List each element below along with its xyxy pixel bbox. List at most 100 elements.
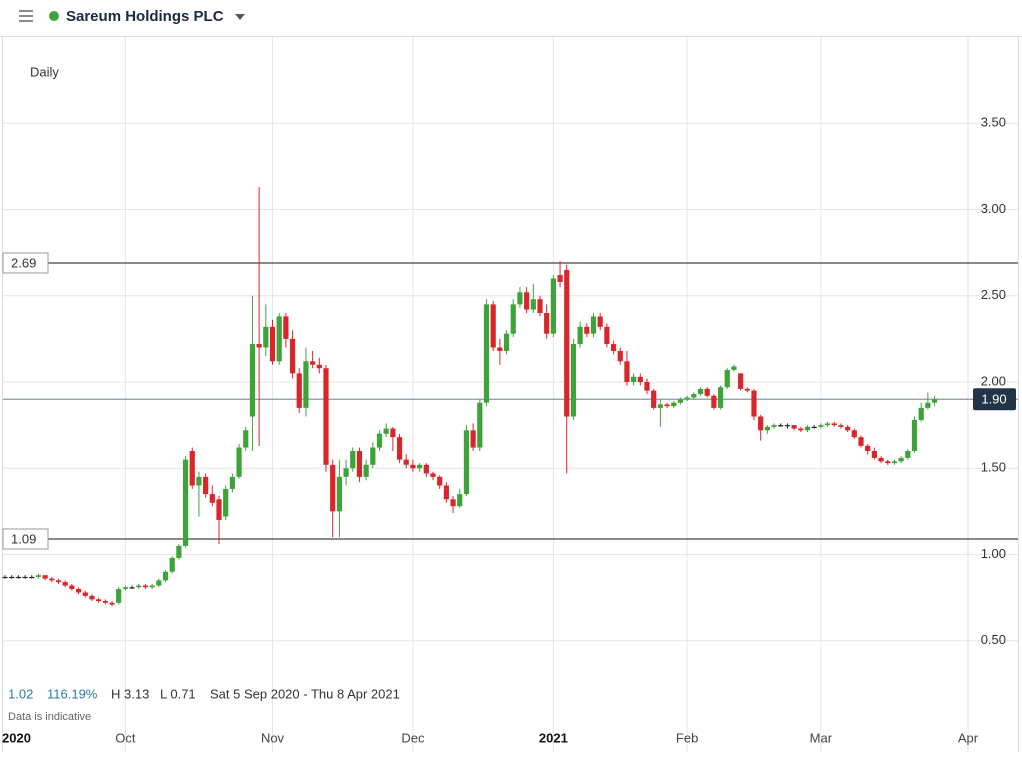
candle-body — [524, 292, 530, 310]
level-label: 1.09 — [11, 531, 36, 546]
candle-body — [376, 433, 383, 448]
instrument-title[interactable]: Sareum Holdings PLC — [66, 8, 224, 25]
candle-body — [657, 404, 663, 408]
candle-body — [831, 423, 837, 426]
x-tick-label: Nov — [261, 730, 285, 745]
candle-body — [738, 373, 744, 389]
candle-body — [878, 457, 884, 462]
candle-body — [570, 344, 577, 417]
change-pct: 116.19% — [47, 686, 98, 701]
candle-body — [584, 326, 590, 334]
x-tick-label: Dec — [401, 730, 425, 745]
candle-body — [644, 382, 650, 391]
candle-body — [677, 399, 684, 403]
dropdown-caret[interactable] — [235, 14, 245, 20]
y-tick-label: 3.50 — [981, 115, 1006, 130]
candle-body — [851, 430, 857, 438]
x-tick-label: 2021 — [539, 730, 568, 745]
candle-body — [744, 388, 750, 391]
candle-body — [42, 575, 48, 579]
candle-body — [918, 407, 924, 420]
candle-body — [550, 278, 556, 334]
candle-body — [771, 425, 777, 427]
candle-body — [597, 316, 603, 327]
candle-body — [383, 428, 389, 434]
x-tick-label: 2020 — [2, 730, 31, 745]
candle-body — [590, 316, 597, 334]
candle-body — [89, 595, 95, 600]
candle-body — [283, 316, 289, 339]
candle-body — [470, 430, 476, 448]
candle-body — [55, 580, 62, 583]
candle-body — [423, 464, 429, 474]
candle-body — [557, 275, 563, 282]
level-tag — [2, 252, 49, 274]
candle-body — [764, 426, 770, 431]
candle-body — [731, 366, 737, 370]
candle-body — [289, 338, 296, 374]
candle-body — [871, 451, 877, 458]
candle-body — [216, 499, 222, 520]
candle-body — [804, 426, 811, 431]
candle-body — [276, 316, 282, 362]
candle-body — [885, 461, 891, 464]
candle-body — [35, 575, 42, 577]
candle-body — [610, 344, 617, 351]
candle-body — [417, 464, 423, 469]
interval-label: Daily — [30, 64, 59, 79]
candle-body — [189, 451, 195, 486]
menu-icon[interactable] — [19, 10, 33, 22]
candle-body — [330, 464, 336, 512]
candle-body — [122, 587, 128, 589]
candle-body — [350, 451, 356, 469]
candle-body — [162, 571, 169, 581]
candle-body — [798, 428, 804, 431]
candle-body — [410, 464, 416, 469]
candle-body — [631, 376, 637, 382]
candle-body — [577, 326, 583, 345]
candle-body — [898, 457, 904, 462]
candle-body — [316, 364, 322, 369]
candle-body — [905, 451, 911, 458]
candle-body — [778, 425, 784, 427]
candle-body — [75, 589, 82, 593]
level-label: 2.69 — [11, 255, 36, 270]
candle-body — [196, 476, 202, 486]
candle-body — [29, 576, 35, 579]
candle-body — [296, 373, 302, 408]
candle-body — [116, 589, 122, 603]
candle-body — [396, 437, 403, 460]
candle-body — [477, 402, 483, 448]
candle-body — [323, 368, 329, 465]
period-low: L 0.71 — [160, 686, 196, 701]
candle-body — [303, 361, 309, 408]
candle-body — [697, 388, 704, 395]
y-tick-label: 0.50 — [981, 632, 1006, 647]
candle-body — [129, 587, 135, 589]
candle-body — [925, 402, 931, 408]
candle-body — [497, 347, 503, 351]
candle-body — [751, 390, 757, 417]
candle-body — [490, 304, 496, 348]
candle-body — [664, 404, 670, 407]
candle-body — [96, 599, 102, 602]
candle-body — [356, 451, 363, 477]
candle-body — [9, 576, 15, 579]
candle-body — [336, 476, 342, 512]
candle-body — [182, 459, 189, 546]
candle-body — [717, 387, 724, 408]
period-high: H 3.13 — [111, 686, 149, 701]
y-tick-label: 3.00 — [981, 201, 1006, 216]
candle-body — [430, 473, 436, 477]
candle-body — [243, 430, 249, 448]
candle-body — [517, 292, 523, 305]
candle-body — [818, 425, 824, 427]
candle-body — [256, 344, 262, 348]
candle-body — [503, 333, 510, 351]
candle-body — [236, 447, 242, 477]
candle-body — [15, 576, 21, 579]
candle-body — [269, 326, 276, 362]
note: Data is indicative — [8, 711, 91, 723]
candle-body — [845, 426, 851, 431]
candle-body — [758, 416, 764, 431]
